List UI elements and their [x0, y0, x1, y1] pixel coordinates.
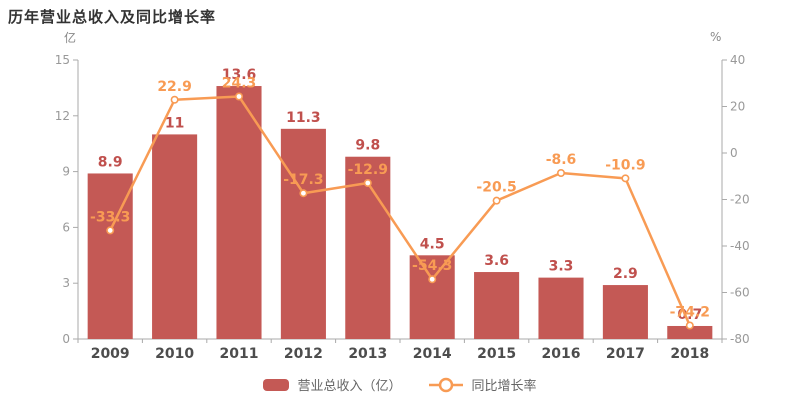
- svg-text:-17.3: -17.3: [283, 172, 323, 188]
- svg-text:2012: 2012: [284, 346, 323, 362]
- legend-label-growth: 同比增长率: [471, 379, 537, 394]
- svg-text:2015: 2015: [477, 346, 516, 362]
- svg-text:3: 3: [62, 276, 70, 290]
- svg-text:6: 6: [62, 220, 70, 234]
- svg-text:2009: 2009: [91, 346, 130, 362]
- svg-text:-20: -20: [730, 193, 750, 207]
- svg-text:-60: -60: [730, 286, 750, 300]
- svg-text:-74.2: -74.2: [670, 305, 710, 321]
- svg-text:15: 15: [55, 53, 70, 67]
- svg-text:-54.3: -54.3: [412, 258, 452, 274]
- svg-text:-10.9: -10.9: [605, 157, 645, 173]
- svg-text:-40: -40: [730, 239, 750, 253]
- right-axis-unit: %: [710, 30, 722, 44]
- svg-text:24.3: 24.3: [222, 76, 257, 92]
- left-axis-unit: 亿: [64, 31, 77, 45]
- bar-series-swatch-icon: [263, 378, 290, 391]
- svg-text:8.9: 8.9: [98, 154, 123, 170]
- svg-text:2011: 2011: [220, 346, 259, 362]
- svg-text:0: 0: [62, 332, 70, 346]
- svg-text:3.6: 3.6: [484, 253, 509, 269]
- svg-text:2013: 2013: [348, 346, 387, 362]
- svg-text:-8.6: -8.6: [546, 152, 577, 168]
- svg-text:2014: 2014: [413, 346, 452, 362]
- legend-label-revenue: 营业总收入（亿）: [297, 379, 402, 394]
- svg-text:20: 20: [730, 100, 745, 114]
- svg-text:-12.9: -12.9: [348, 162, 388, 178]
- svg-text:2.9: 2.9: [613, 266, 638, 282]
- svg-text:2010: 2010: [155, 346, 194, 362]
- legend-item-growth[interactable]: 同比增长率: [428, 375, 537, 394]
- chart-legend: 营业总收入（亿） 同比增长率: [0, 375, 800, 394]
- svg-text:3.3: 3.3: [549, 259, 574, 275]
- legend-item-revenue[interactable]: 营业总收入（亿）: [263, 375, 402, 394]
- svg-text:9: 9: [62, 165, 70, 179]
- svg-text:13.6: 13.6: [222, 67, 257, 83]
- svg-text:0: 0: [730, 146, 738, 160]
- chart-title: 历年营业总收入及同比增长率: [8, 8, 217, 26]
- svg-text:-20.5: -20.5: [476, 180, 516, 196]
- svg-text:11.3: 11.3: [286, 110, 321, 126]
- line-series-marker-icon: [428, 377, 464, 393]
- svg-text:40: 40: [730, 53, 745, 67]
- svg-text:2016: 2016: [542, 346, 581, 362]
- svg-text:12: 12: [55, 109, 70, 123]
- svg-text:-80: -80: [730, 332, 750, 346]
- svg-text:2017: 2017: [606, 346, 645, 362]
- svg-text:11: 11: [165, 115, 184, 131]
- svg-text:9.8: 9.8: [355, 138, 380, 154]
- svg-text:22.9: 22.9: [157, 79, 192, 95]
- svg-text:4.5: 4.5: [420, 236, 445, 252]
- svg-text:2018: 2018: [670, 346, 709, 362]
- svg-text:-33.3: -33.3: [90, 209, 130, 225]
